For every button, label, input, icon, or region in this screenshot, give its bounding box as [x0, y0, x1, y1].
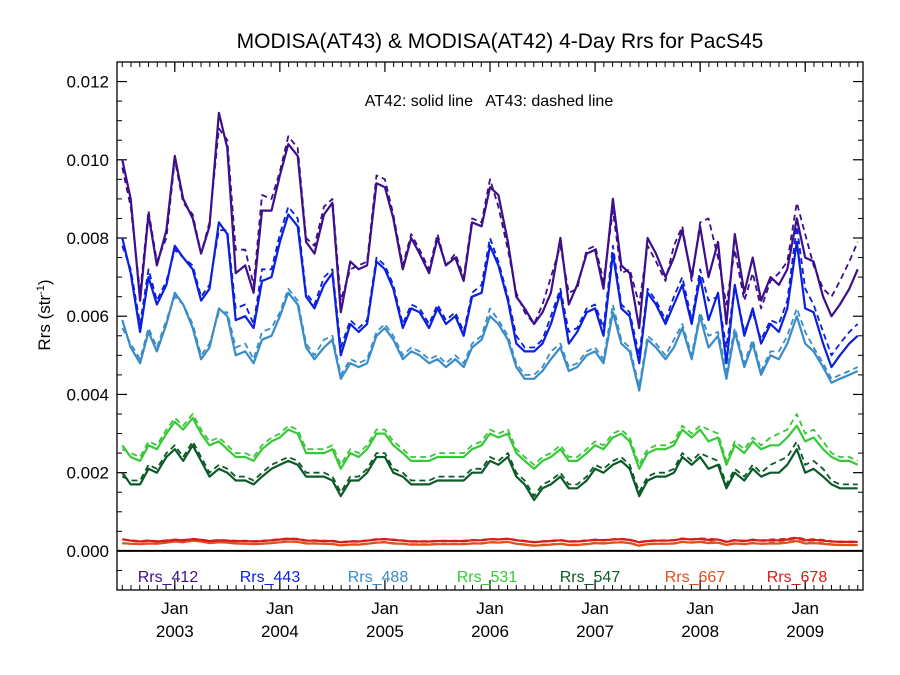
x-tick-year-label: 2005	[366, 622, 404, 641]
x-tick-month-label: Jan	[161, 599, 188, 618]
x-tick-year-label: 2003	[156, 622, 194, 641]
x-tick-month-label: Jan	[686, 599, 713, 618]
series-line-rrs_488-at42-solid	[121, 291, 859, 392]
y-tick-label: 0.004	[66, 385, 109, 404]
legend-label-rrs_412: Rrs_412	[138, 569, 199, 586]
y-axis-label-main: Rrs (str	[35, 295, 54, 351]
series-line-rrs_547-at42-solid	[121, 444, 858, 502]
y-tick-label: 0.010	[66, 151, 109, 170]
series-line-rrs_531-at42-solid	[121, 416, 859, 470]
y-axis-label: Rrs (str-1)	[35, 279, 54, 350]
series-line-rrs_488-at43-dashed	[121, 287, 859, 388]
series-line-rrs_547-at43-dashed	[121, 440, 858, 498]
x-tick-month-label: Jan	[792, 599, 819, 618]
y-axis-label-close: )	[35, 279, 54, 285]
legend-label-rrs_488: Rrs_488	[348, 569, 409, 586]
x-tick-month-label: Jan	[476, 599, 503, 618]
plot-frame	[116, 61, 864, 591]
series-lines	[121, 111, 859, 547]
y-axis-label-superscript: -1	[35, 285, 47, 295]
series-line-rrs_412-at42-solid	[121, 111, 859, 330]
x-axis: Jan 2003 Jan 2004 Jan 2005 Jan 2006 Jan 2007 Jan 20…	[121, 62, 859, 641]
y-tick-label: 0.012	[66, 73, 109, 92]
series-line-rrs_443-at42-solid	[121, 213, 859, 369]
legend-label-rrs_547: Rrs_547	[560, 569, 621, 586]
x-tick-year-label: 2006	[471, 622, 509, 641]
x-tick-year-label: 2008	[681, 622, 719, 641]
legend-label-rrs_531: Rrs_531	[457, 569, 518, 586]
legend: Rrs_412 Rrs_443 Rrs_488 Rrs_531 Rrs_547 Rrs_6…	[138, 569, 828, 586]
series-line-rrs_443-at43-dashed	[121, 205, 859, 357]
y-tick-label: 0.002	[66, 464, 109, 483]
legend-label-rrs_678: Rrs_678	[767, 569, 828, 586]
y-axis: 0.000 0.002 0.004 0.006 0.008 0.010 0.012	[66, 73, 863, 571]
series-line-rrs_667-at42-solid	[122, 539, 858, 547]
legend-label-rrs_667: Rrs_667	[665, 569, 726, 586]
y-tick-label: 0.008	[66, 229, 109, 248]
x-tick-year-label: 2009	[786, 622, 824, 641]
chart-title: MODISA(AT43) & MODISA(AT42) 4-Day Rrs fo…	[237, 30, 764, 53]
x-tick-month-label: Jan	[371, 599, 398, 618]
y-tick-label: 0.006	[66, 307, 109, 326]
line-style-annotation: AT42: solid line AT43: dashed line	[365, 93, 614, 110]
series-line-rrs_412-at43-dashed	[121, 127, 859, 325]
x-tick-month-label: Jan	[581, 599, 608, 618]
x-tick-month-label: Jan	[266, 599, 293, 618]
series-line-rrs_678-at42-solid	[122, 536, 858, 544]
x-tick-year-label: 2004	[261, 622, 299, 641]
series-line-rrs_531-at43-dashed	[121, 413, 859, 466]
x-tick-year-label: 2007	[576, 622, 614, 641]
y-tick-label: 0.000	[66, 542, 109, 561]
legend-label-rrs_443: Rrs_443	[240, 569, 301, 586]
